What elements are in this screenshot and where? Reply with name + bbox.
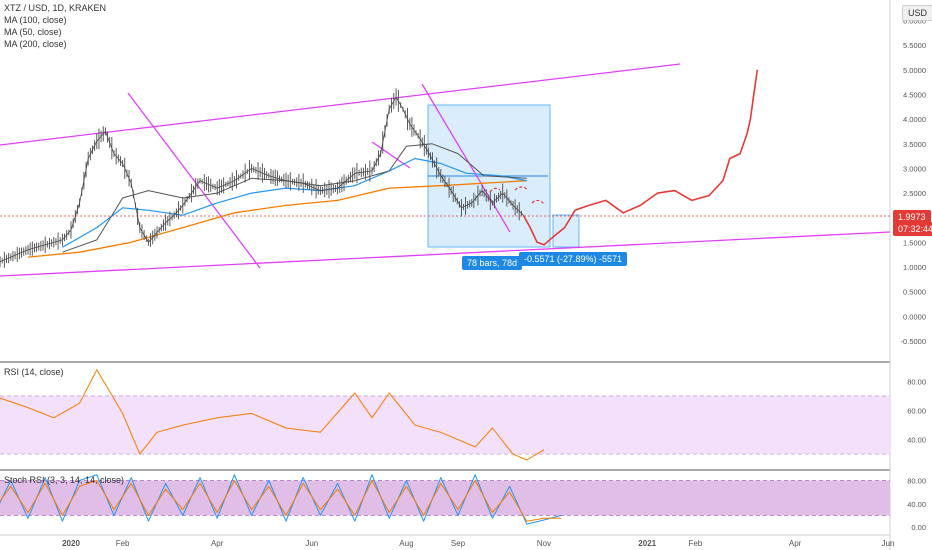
- price-tick-label: 3.5000: [903, 140, 926, 149]
- symbol-title[interactable]: XTZ / USD, 1D, KRAKEN: [4, 3, 107, 13]
- price-tick-label: 2.5000: [903, 189, 926, 198]
- trend-line: [0, 63, 681, 146]
- price-tick-label: 3.0000: [903, 164, 926, 173]
- rsi-line: [0, 369, 545, 461]
- price-tick-label: 1.5000: [903, 238, 926, 247]
- price-tick-label: 5.5000: [903, 41, 926, 50]
- time-tick-label: Jun: [882, 539, 895, 548]
- last-price-tag: 1.9973: [893, 210, 931, 224]
- rsi-tick-label: 80.00: [907, 377, 926, 386]
- measure-bars-label[interactable]: 78 bars, 78d: [462, 256, 523, 270]
- currency-badge[interactable]: USD: [902, 5, 932, 21]
- price-tick-label: 4.5000: [903, 90, 926, 99]
- time-tick-label: Sep: [451, 539, 466, 548]
- trend-line: [127, 92, 261, 269]
- price-tick-label: 5.0000: [903, 66, 926, 75]
- pattern-arc: [514, 186, 529, 191]
- rsi-legend[interactable]: RSI (14, close): [4, 367, 64, 377]
- ma100-legend[interactable]: MA (100, close): [4, 15, 67, 25]
- time-tick-label: Nov: [537, 539, 551, 548]
- ma50-legend[interactable]: MA (50, close): [4, 27, 62, 37]
- price-tick-label: -0.5000: [901, 337, 926, 346]
- measure-box-small: [552, 214, 580, 248]
- rsi-tick-label: 60.00: [907, 407, 926, 416]
- pattern-arc: [531, 199, 546, 206]
- stoch-tick-label: 80.00: [907, 477, 926, 486]
- ma200-legend[interactable]: MA (200, close): [4, 39, 67, 49]
- time-tick-label: Apr: [211, 539, 224, 548]
- stoch-tick-label: 0.00: [911, 523, 926, 532]
- price-legend: XTZ / USD, 1D, KRAKEN MA (100, close) MA…: [4, 2, 106, 50]
- stoch-legend[interactable]: Stoch RSI (3, 3, 14, 14, close): [4, 475, 125, 485]
- stoch-tick-label: 40.00: [907, 500, 926, 509]
- price-tick-label: 0.5000: [903, 288, 926, 297]
- time-tick-label: Aug: [399, 539, 413, 548]
- projection-line: [522, 69, 759, 246]
- time-tick-label: Feb: [688, 539, 702, 548]
- ma200-line: [27, 180, 527, 258]
- price-tick-label: 6.0000: [903, 17, 926, 26]
- time-tick-label: 2020: [62, 539, 80, 548]
- price-tick-label: 0.0000: [903, 312, 926, 321]
- trend-line: [421, 83, 511, 233]
- time-tick-label: Apr: [789, 539, 802, 548]
- trend-line: [0, 231, 891, 277]
- price-tick-label: 1.0000: [903, 263, 926, 272]
- time-tick-label: Feb: [116, 539, 130, 548]
- countdown-tag: 07:32:44: [893, 222, 932, 236]
- pattern-arc: [489, 187, 501, 193]
- time-tick-label: Jun: [305, 539, 318, 548]
- measure-change-label[interactable]: -0.5571 (-27.89%) -5571: [519, 252, 628, 266]
- rsi-band: [0, 395, 890, 455]
- price-tick-label: 4.0000: [903, 115, 926, 124]
- price-line: [0, 96, 524, 263]
- time-tick-label: 2021: [638, 539, 656, 548]
- stoch-d-line: [0, 480, 562, 522]
- rsi-tick-label: 40.00: [907, 436, 926, 445]
